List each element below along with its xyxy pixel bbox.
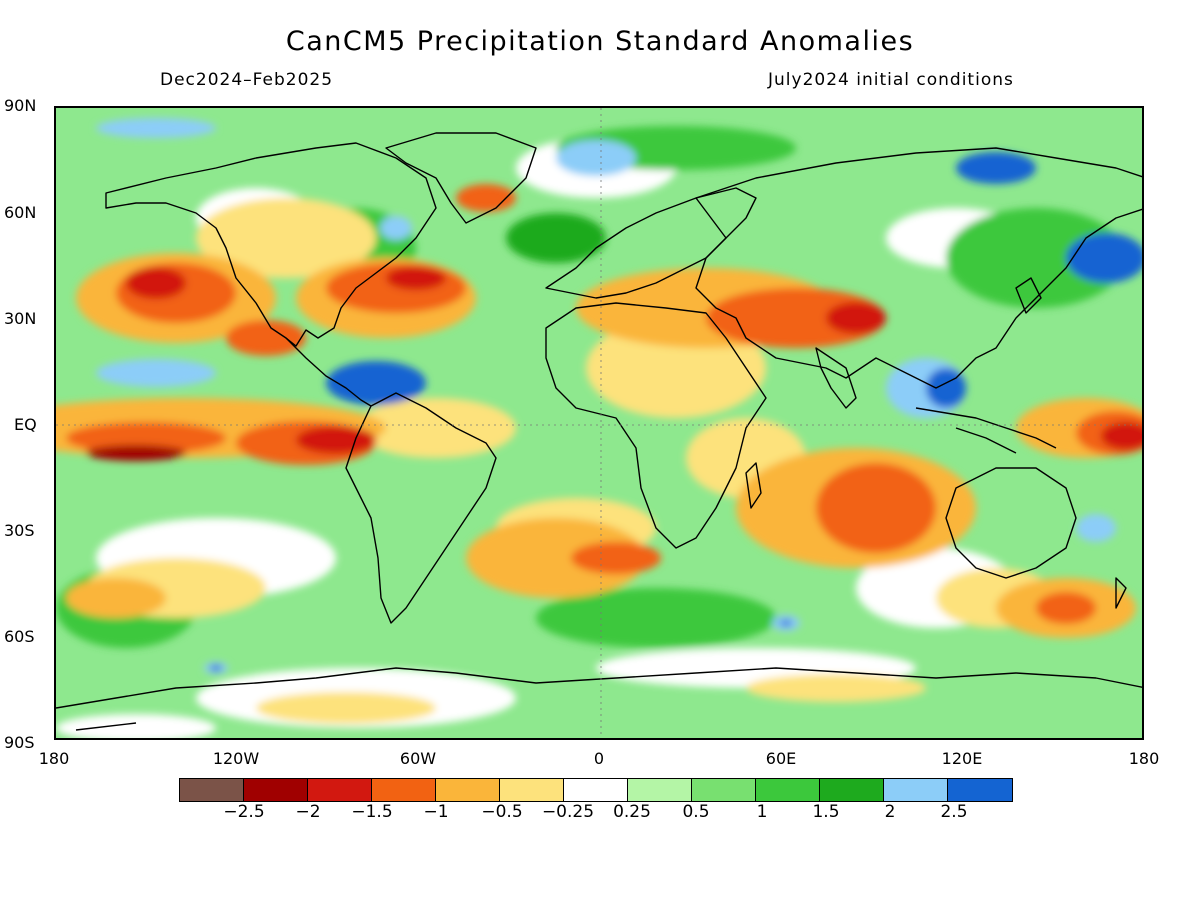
- lon-label-120e: 120E: [941, 749, 983, 768]
- colorbar-box: [820, 779, 884, 801]
- colorbar-box: [500, 779, 564, 801]
- colorbar-label: 2.5: [940, 802, 968, 822]
- lon-label-0: 0: [593, 749, 605, 768]
- colorbar-label: 1: [756, 802, 768, 822]
- colorbar-label: −2: [295, 802, 321, 822]
- season-label: Dec2024–Feb2025: [160, 70, 334, 90]
- colorbar-box: [436, 779, 500, 801]
- lat-label-30s: 30S: [4, 521, 35, 540]
- anomaly-map-svg: [56, 108, 1142, 738]
- colorbar-label: 2: [884, 802, 896, 822]
- colorbar-box: [628, 779, 692, 801]
- colorbar-box: [372, 779, 436, 801]
- coastlines: [56, 132, 1142, 731]
- graticule: [56, 108, 1142, 738]
- lat-label-eq: EQ: [14, 415, 37, 434]
- colorbar-box: [308, 779, 372, 801]
- colorbar-box: [564, 779, 628, 801]
- lon-label-180w: 180: [38, 749, 70, 768]
- lat-label-90n: 90N: [4, 96, 37, 115]
- map-title: CanCM5 Precipitation Standard Anomalies: [285, 26, 915, 57]
- initial-conditions-label: July2024 initial conditions: [768, 70, 1014, 90]
- lat-label-90s: 90S: [4, 733, 35, 752]
- lon-label-60e: 60E: [765, 749, 797, 768]
- anomaly-map: [54, 106, 1144, 740]
- lon-label-60w: 60W: [399, 749, 437, 768]
- colorbar-box: [692, 779, 756, 801]
- lon-label-180e: 180: [1128, 749, 1160, 768]
- colorbar-label: −0.5: [481, 802, 523, 822]
- lat-label-60n: 60N: [4, 203, 37, 222]
- lat-label-60s: 60S: [4, 627, 35, 646]
- lon-label-120w: 120W: [212, 749, 260, 768]
- colorbar-label: 0.5: [682, 802, 710, 822]
- colorbar-box: [244, 779, 308, 801]
- colorbar-label: −0.25: [541, 802, 595, 822]
- colorbar-box: [884, 779, 948, 801]
- colorbar-box: [180, 779, 244, 801]
- colorbar: [179, 778, 1013, 802]
- colorbar-label: 1.5: [812, 802, 840, 822]
- colorbar-label: −1: [423, 802, 449, 822]
- lat-label-30n: 30N: [4, 309, 37, 328]
- colorbar-box: [948, 779, 1012, 801]
- colorbar-box: [756, 779, 820, 801]
- colorbar-label: −1.5: [351, 802, 393, 822]
- colorbar-label: 0.25: [613, 802, 651, 822]
- colorbar-label: −2.5: [223, 802, 265, 822]
